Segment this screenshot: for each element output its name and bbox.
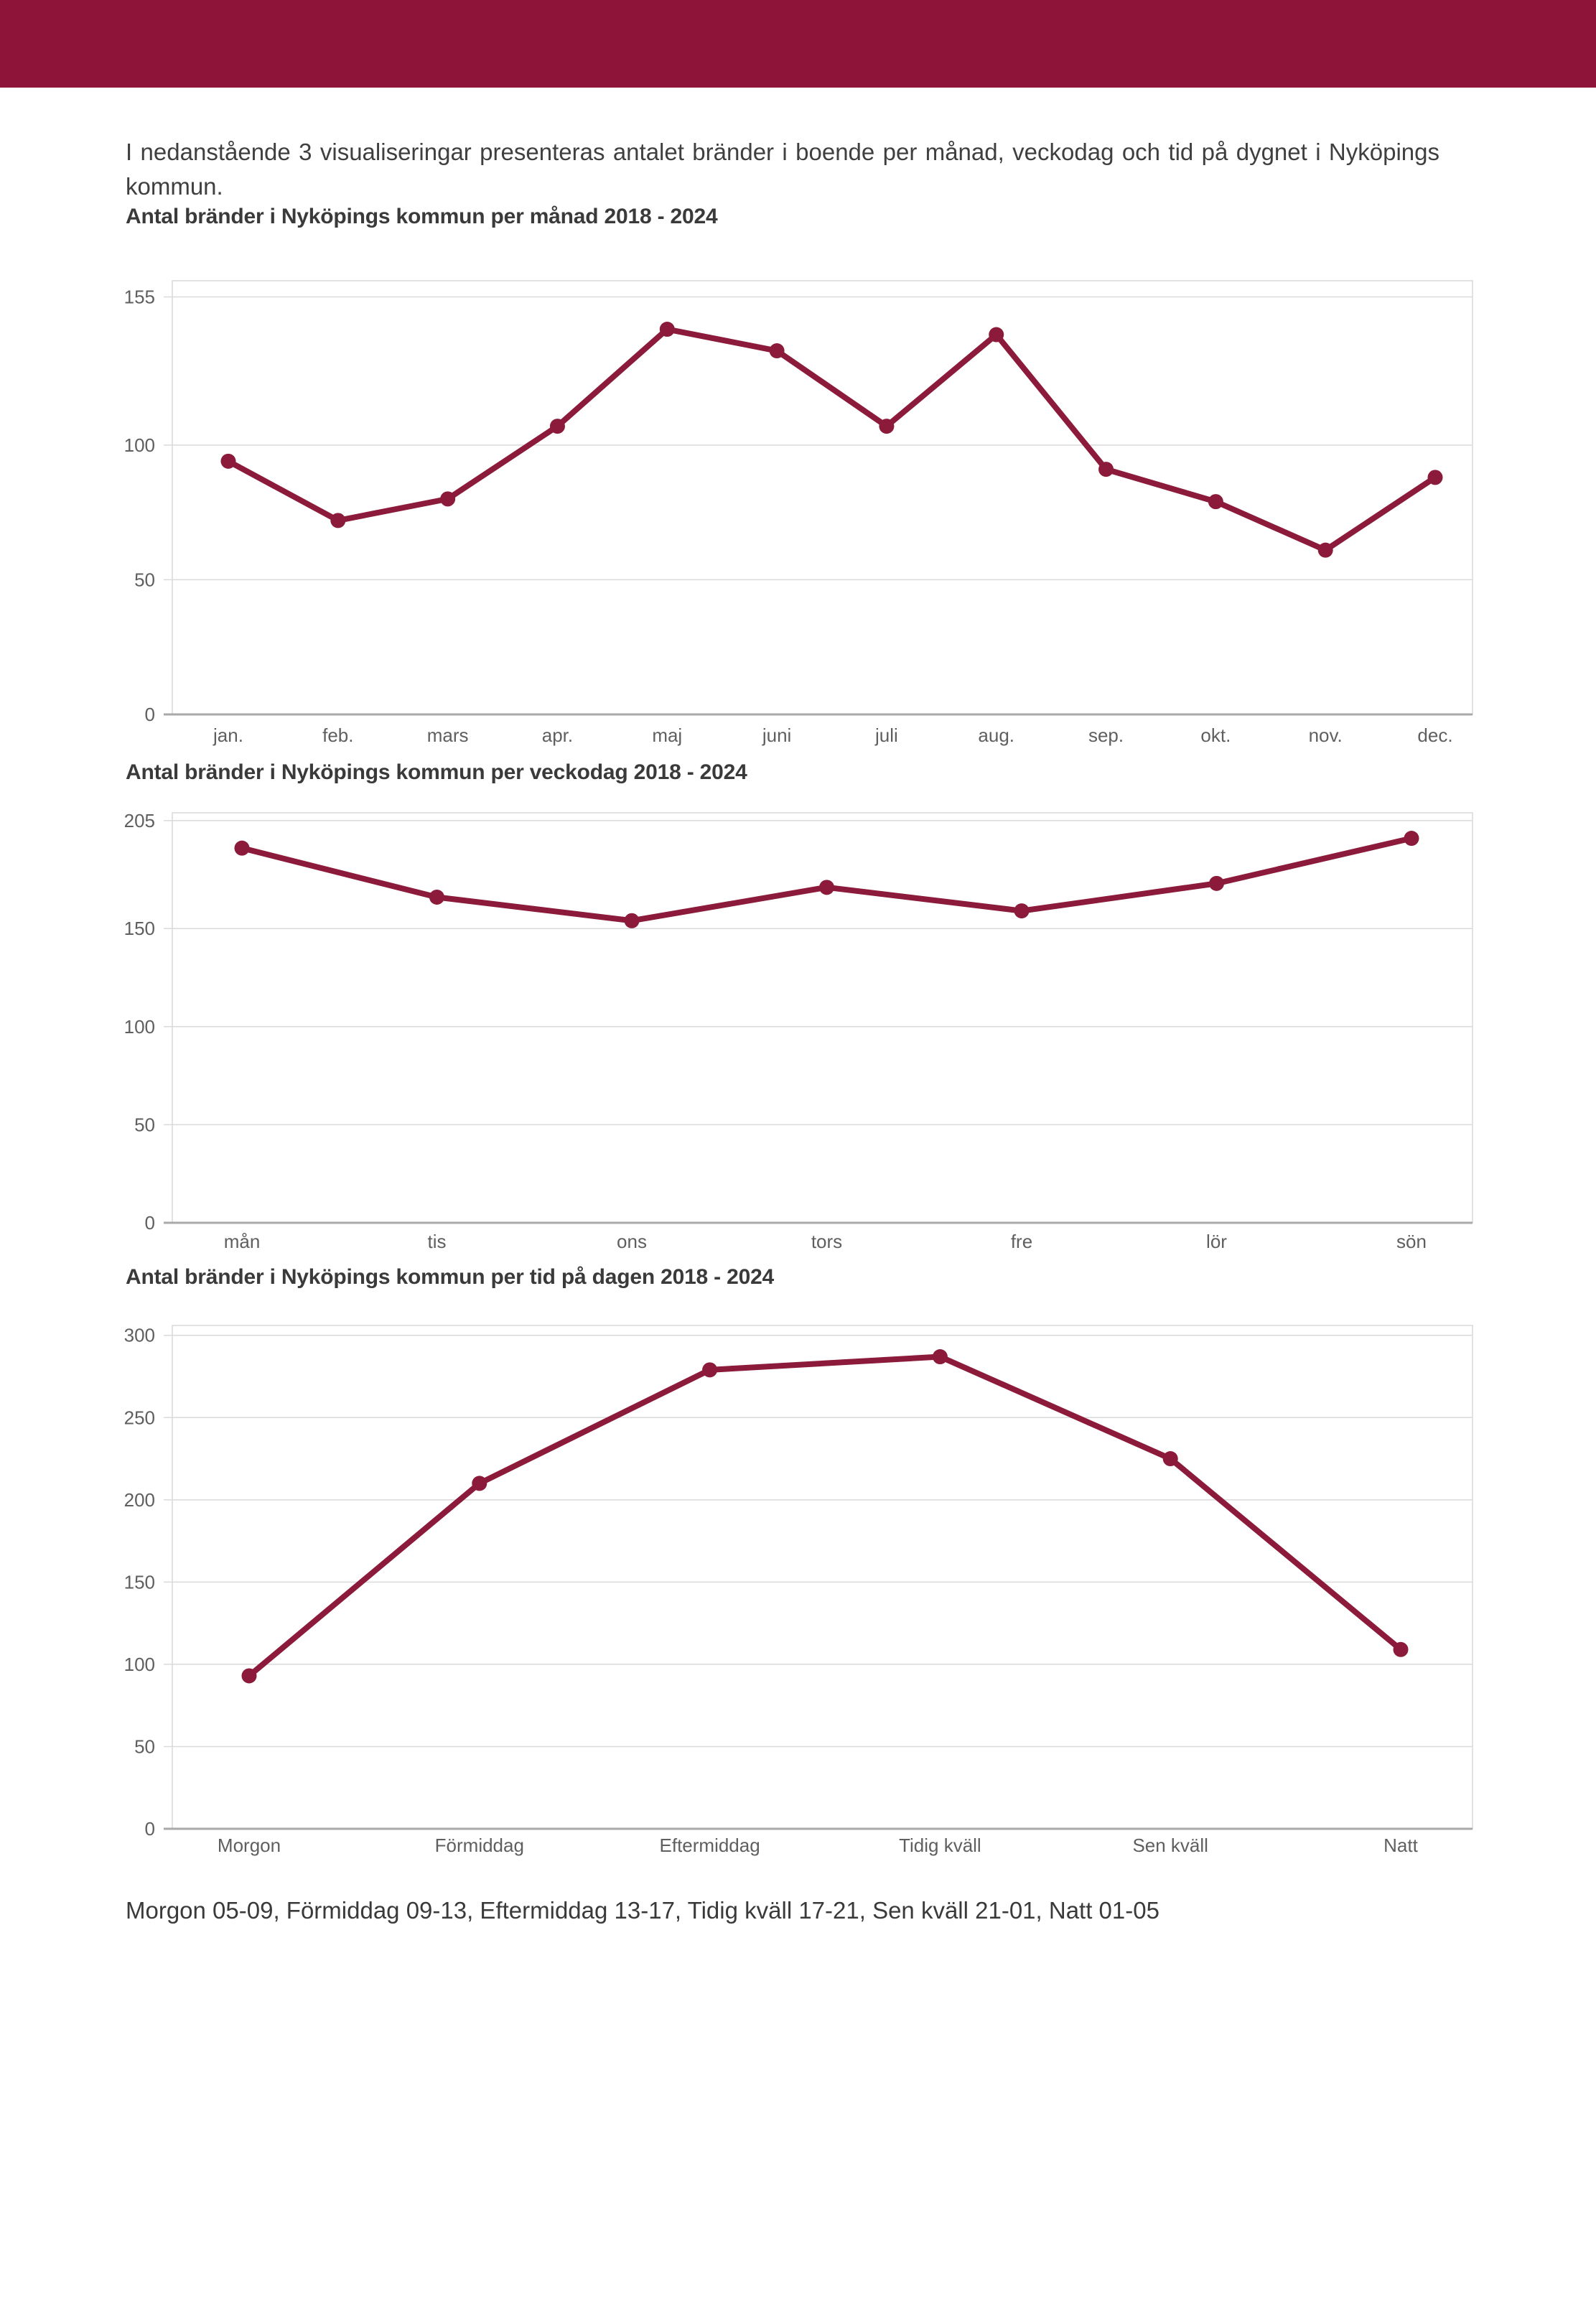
data-point [1393,1641,1409,1657]
data-point [220,453,236,469]
x-axis-category-label: ons [617,1231,647,1252]
y-axis-tick-label: 150 [124,1571,155,1593]
x-axis-category-label: Tidig kväll [899,1835,981,1856]
line-chart-per-time-of-day: 300 250 200 150 100 50 0 Morgon Förmiddag Eftermi… [124,1324,1473,1856]
data-line [246,1353,1404,1679]
data-point [932,1348,948,1364]
header-banner [0,0,1596,88]
plot-frame [172,279,1473,715]
data-point [234,840,250,856]
line-chart-per-month: 155 100 50 0 jan. feb. mars apr. maj juni juli aug.… [124,279,1473,746]
data-point [1098,461,1114,477]
x-axis-category-label: Eftermiddag [660,1835,760,1856]
y-axis-tick-label: 0 [145,704,155,725]
x-axis-category-label: fre [1011,1231,1032,1252]
x-axis-category-label: Förmiddag [435,1835,524,1856]
line-chart-per-weekday: 205 150 100 50 0 mån tis ons tors fre lör sön [124,810,1473,1252]
data-point [819,880,834,895]
y-axis-tick-label: 155 [124,286,155,307]
y-axis-tick-label: 250 [124,1407,155,1428]
data-point [429,890,444,905]
y-axis-tick-label: 100 [124,1016,155,1038]
y-axis-tick-label: 100 [124,1653,155,1674]
report-body: I nedanstående 3 visualiseringar present… [0,135,1596,1926]
data-point [1404,831,1419,847]
data-point [1208,493,1223,509]
x-axis-category-label: Morgon [218,1835,281,1856]
data-point [769,342,785,358]
data-point [1014,903,1030,919]
data-line [225,326,1438,553]
chart-title-per-time-of-day: Antal bränder i Nyköpings kommun per tid… [126,1265,775,1290]
x-axis-category-label: sep. [1088,724,1124,746]
x-axis-category-label: dec. [1417,724,1452,746]
x-axis-category-label: apr. [542,724,573,746]
data-point [472,1475,487,1491]
x-axis-category-label: Sen kväll [1132,1835,1208,1856]
data-point [241,1667,257,1683]
x-axis-category-label: maj [652,724,682,746]
data-point [702,1361,718,1377]
x-axis-category-label: juli [874,724,898,746]
data-point [624,913,640,928]
chart-title-per-weekday: Antal bränder i Nyköpings kommun per vec… [126,760,747,784]
data-point [1162,1450,1178,1466]
intro-text: I nedanstående 3 visualiseringar present… [126,139,1439,200]
data-point [879,418,895,434]
x-axis-category-label: jan. [213,724,243,746]
chart-title-per-month: Antal bränder i Nyköpings kommun per mån… [126,205,718,229]
y-axis-tick-label: 50 [134,1735,155,1757]
time-intervals-note: Morgon 05-09, Förmiddag 09-13, Eftermidd… [126,1896,1159,1924]
y-axis-tick-label: 50 [134,569,155,590]
x-axis-category-label: mån [224,1231,261,1252]
data-line [239,835,1414,924]
x-axis-category-label: sön [1396,1231,1427,1252]
y-axis-tick-label: 0 [145,1818,155,1840]
y-axis-tick-label: 50 [134,1114,155,1135]
x-axis-category-label: tis [428,1231,447,1252]
x-axis-category-label: juni [762,724,791,746]
plot-frame [172,812,1473,1224]
y-axis-tick-label: 150 [124,918,155,939]
data-point [1209,875,1224,891]
x-axis-category-label: Natt [1383,1835,1418,1856]
data-point [1317,542,1333,558]
x-axis-category-label: tors [811,1231,842,1252]
x-axis-category-label: mars [427,724,469,746]
y-axis-tick-label: 300 [124,1324,155,1346]
data-point [659,321,675,337]
data-point [989,327,1004,342]
x-axis-category-label: aug. [978,724,1014,746]
x-axis-category-label: lör [1206,1231,1227,1252]
data-point [440,490,456,506]
data-point [330,512,346,528]
x-axis-category-label: nov. [1309,724,1343,746]
y-axis-tick-label: 205 [124,810,155,831]
data-point [549,418,565,434]
x-axis-category-label: okt. [1200,724,1231,746]
y-axis-tick-label: 100 [124,434,155,455]
y-axis-tick-label: 200 [124,1488,155,1510]
data-point [1427,469,1443,485]
y-axis-tick-label: 0 [145,1212,155,1234]
x-axis-category-label: feb. [322,724,353,746]
